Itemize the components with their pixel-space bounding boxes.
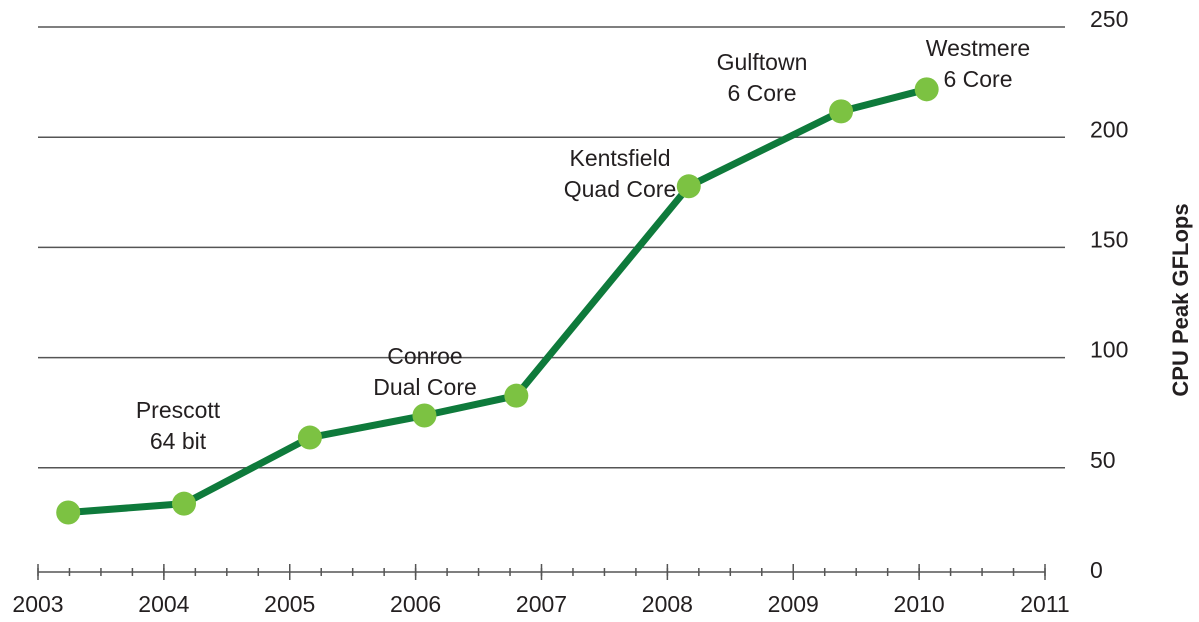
annotation: Prescott <box>136 397 221 423</box>
data-point <box>676 174 701 199</box>
annotation: Gulftown <box>717 49 808 75</box>
annotation: Conroe <box>387 343 462 369</box>
y-tick-label: 100 <box>1090 337 1128 363</box>
data-line <box>67 85 928 516</box>
data-point <box>56 500 81 525</box>
data-point <box>829 99 854 124</box>
data-point <box>297 425 322 450</box>
x-tick-label: 2010 <box>894 591 945 617</box>
x-tick-label: 2003 <box>12 591 63 617</box>
annotation: Kentsfield <box>569 145 670 171</box>
y-tick-label: 50 <box>1090 447 1116 473</box>
data-point <box>504 383 529 408</box>
x-tick-label: 2009 <box>768 591 819 617</box>
annotation: Westmere <box>926 35 1030 61</box>
annotation: 6 Core <box>727 80 796 106</box>
annotation: 64 bit <box>150 428 207 454</box>
y-axis-title: CPU Peak GFLops <box>1168 203 1193 396</box>
y-tick-label: 0 <box>1090 557 1103 583</box>
x-tick-label: 2008 <box>642 591 693 617</box>
x-tick-label: 2006 <box>390 591 441 617</box>
annotation: Dual Core <box>373 374 477 400</box>
annotation: 6 Core <box>943 66 1012 92</box>
data-point <box>172 491 197 516</box>
annotation: Quad Core <box>564 176 677 202</box>
y-tick-label: 200 <box>1090 116 1128 142</box>
data-point <box>914 77 939 102</box>
x-tick-label: 2005 <box>264 591 315 617</box>
data-point <box>412 403 437 428</box>
x-tick-label: 2004 <box>138 591 189 617</box>
x-tick-label: 2011 <box>1020 591 1069 617</box>
x-tick-label: 2007 <box>516 591 567 617</box>
y-tick-label: 150 <box>1090 226 1128 252</box>
y-tick-label: 250 <box>1090 6 1128 32</box>
